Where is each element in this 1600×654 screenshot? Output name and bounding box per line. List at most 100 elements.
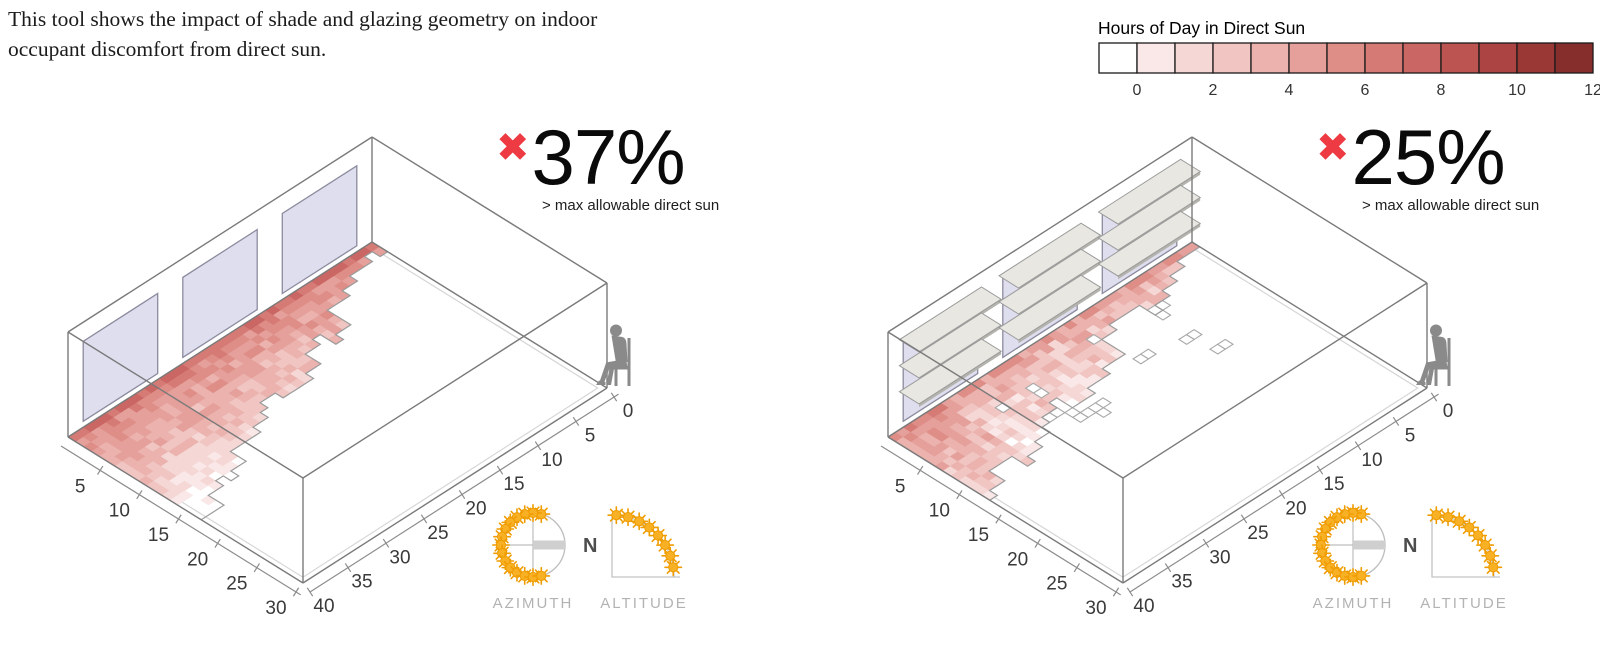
left-axis-tick-label: 25	[226, 574, 247, 595]
legend-tick: 4	[1284, 82, 1294, 99]
altitude-diagram: ALTITUDE	[600, 506, 687, 612]
azimuth-label: AZIMUTH	[493, 595, 574, 612]
sun-icon	[1321, 513, 1340, 532]
sun-icon	[1313, 527, 1332, 546]
percent-subtitle: > max allowable direct sun	[542, 196, 720, 214]
sun-icon	[1321, 558, 1340, 577]
legend: Hours of Day in Direct Sun 0 2 4 6 8 10 12	[1098, 18, 1600, 100]
intro-text: This tool shows the impact of shade and …	[8, 4, 668, 64]
legend-color-step	[1478, 42, 1518, 74]
percent-annotation: ✖ 25% > max allowable direct sun	[1316, 113, 1596, 214]
right-axis-tick-label: 20	[1285, 499, 1306, 520]
north-pointer	[1353, 540, 1385, 550]
legend-color-step	[1326, 42, 1366, 74]
left-axis-tick-label: 15	[148, 525, 169, 546]
left-axis: 5 10 15 20 25 30	[880, 445, 1122, 619]
right-axis-tick-label: 0	[623, 401, 634, 422]
north-label: N	[583, 535, 597, 557]
window-pane	[82, 292, 159, 423]
sun-icon	[532, 566, 551, 585]
right-axis-tick-label: 10	[1361, 450, 1382, 471]
altitude-diagram: ALTITUDE	[1420, 506, 1506, 612]
legend-color-step	[1440, 42, 1480, 74]
legend-tick: 2	[1208, 82, 1218, 99]
sun-icon	[1427, 506, 1446, 525]
percent-value: 37%	[531, 113, 686, 201]
window-pane	[182, 228, 258, 359]
left-axis-tick-label: 5	[895, 476, 906, 497]
azimuth-diagram: N AZIMUTH	[1311, 503, 1417, 612]
altitude-label: ALTITUDE	[600, 595, 687, 612]
left-axis-tick-label: 20	[1007, 549, 1028, 570]
north-label: N	[1403, 535, 1417, 557]
sun-icon	[664, 558, 683, 577]
legend-title: Hours of Day in Direct Sun	[1098, 18, 1306, 38]
north-pointer	[533, 540, 565, 550]
sun-icon	[1484, 558, 1503, 577]
legend-color-step	[1364, 42, 1404, 74]
sun-icon	[619, 508, 638, 527]
right-axis-tick-label: 35	[351, 572, 372, 593]
right-axis-tick-label: 40	[313, 596, 334, 617]
left-axis-tick-label: 10	[929, 501, 950, 522]
left-axis: 5 10 15 20 25 30	[60, 445, 302, 619]
shade-louvers	[898, 158, 1202, 408]
legend-color-step	[1516, 42, 1556, 74]
right-axis-tick-label: 35	[1171, 572, 1192, 593]
sun-icon	[1352, 566, 1371, 585]
floor-heatmap	[67, 241, 389, 506]
person-icon	[1416, 324, 1451, 386]
right-axis: 0 5 10 15 20 25 30 35 40	[306, 392, 634, 617]
azimuth-diagram: N AZIMUTH	[491, 503, 597, 612]
right-axis-tick-label: 15	[1323, 474, 1344, 495]
left-axis-tick-label: 20	[187, 549, 208, 570]
azimuth-label: AZIMUTH	[1313, 595, 1394, 612]
intro-line-2: occupant discomfort from direct sun.	[8, 37, 327, 61]
legend-tick: 6	[1360, 82, 1370, 99]
right-axis-tick-label: 20	[465, 499, 486, 520]
room-panel-shaded: 5 10 15 20 25 30 0 5 10 15 20 25 30 35 40 N AZIMUTH ALTIT…	[820, 0, 1600, 654]
room-canvas-unshaded: 5 10 15 20 25 30 0 5 10 15 20 25 30 35 40 N AZIMUTH ALTIT…	[60, 136, 687, 619]
intro-line-1: This tool shows the impact of shade and …	[8, 7, 598, 31]
sun-icon	[661, 546, 680, 565]
legend-color-step	[1250, 42, 1290, 74]
left-axis-tick-label: 30	[265, 598, 286, 619]
legend-color-step	[1288, 42, 1328, 74]
right-axis-tick-label: 15	[503, 474, 524, 495]
room-panel-unshaded: 5 10 15 20 25 30 0 5 10 15 20 25 30 35 40 N AZIMUTH ALTIT…	[0, 0, 780, 654]
legend-color-step	[1212, 42, 1252, 74]
sun-icon	[1439, 508, 1458, 527]
sun-icon	[1450, 512, 1469, 531]
legend-colorbar	[1098, 42, 1594, 74]
legend-color-step	[1554, 42, 1594, 74]
right-axis-tick-label: 25	[1247, 523, 1268, 544]
legend-tick: 0	[1132, 82, 1142, 99]
right-axis-tick-label: 30	[389, 547, 410, 568]
legend-color-step	[1136, 42, 1176, 74]
room-canvas-shaded: 5 10 15 20 25 30 0 5 10 15 20 25 30 35 40 N AZIMUTH ALTIT…	[880, 136, 1506, 619]
sun-icon	[607, 506, 626, 525]
sun-icon	[1469, 526, 1488, 545]
legend-tick-labels: 0 2 4 6 8 10 12	[1098, 80, 1600, 100]
percent-value: 25%	[1351, 113, 1506, 201]
right-axis-tick-label: 5	[1405, 425, 1416, 446]
legend-tick: 12	[1584, 82, 1600, 99]
sun-icon	[1476, 536, 1495, 555]
box-wireframe	[887, 136, 1428, 584]
legend-color-step	[1174, 42, 1214, 74]
person-icon	[596, 324, 631, 386]
right-axis-tick-label: 40	[1133, 596, 1154, 617]
percent-annotation: ✖ 37% > max allowable direct sun	[496, 113, 776, 214]
percent-subtitle: > max allowable direct sun	[1362, 196, 1540, 214]
legend-tick: 8	[1436, 82, 1446, 99]
right-axis-tick-label: 10	[541, 450, 562, 471]
left-axis-tick-label: 25	[1046, 574, 1067, 595]
windows-group	[82, 164, 358, 423]
left-axis-tick-label: 30	[1085, 598, 1106, 619]
right-axis-tick-label: 0	[1443, 401, 1454, 422]
left-axis-tick-label: 5	[75, 476, 86, 497]
x-mark-icon: ✖	[496, 125, 530, 171]
sun-icon	[630, 512, 649, 531]
right-axis-tick-label: 5	[585, 425, 596, 446]
